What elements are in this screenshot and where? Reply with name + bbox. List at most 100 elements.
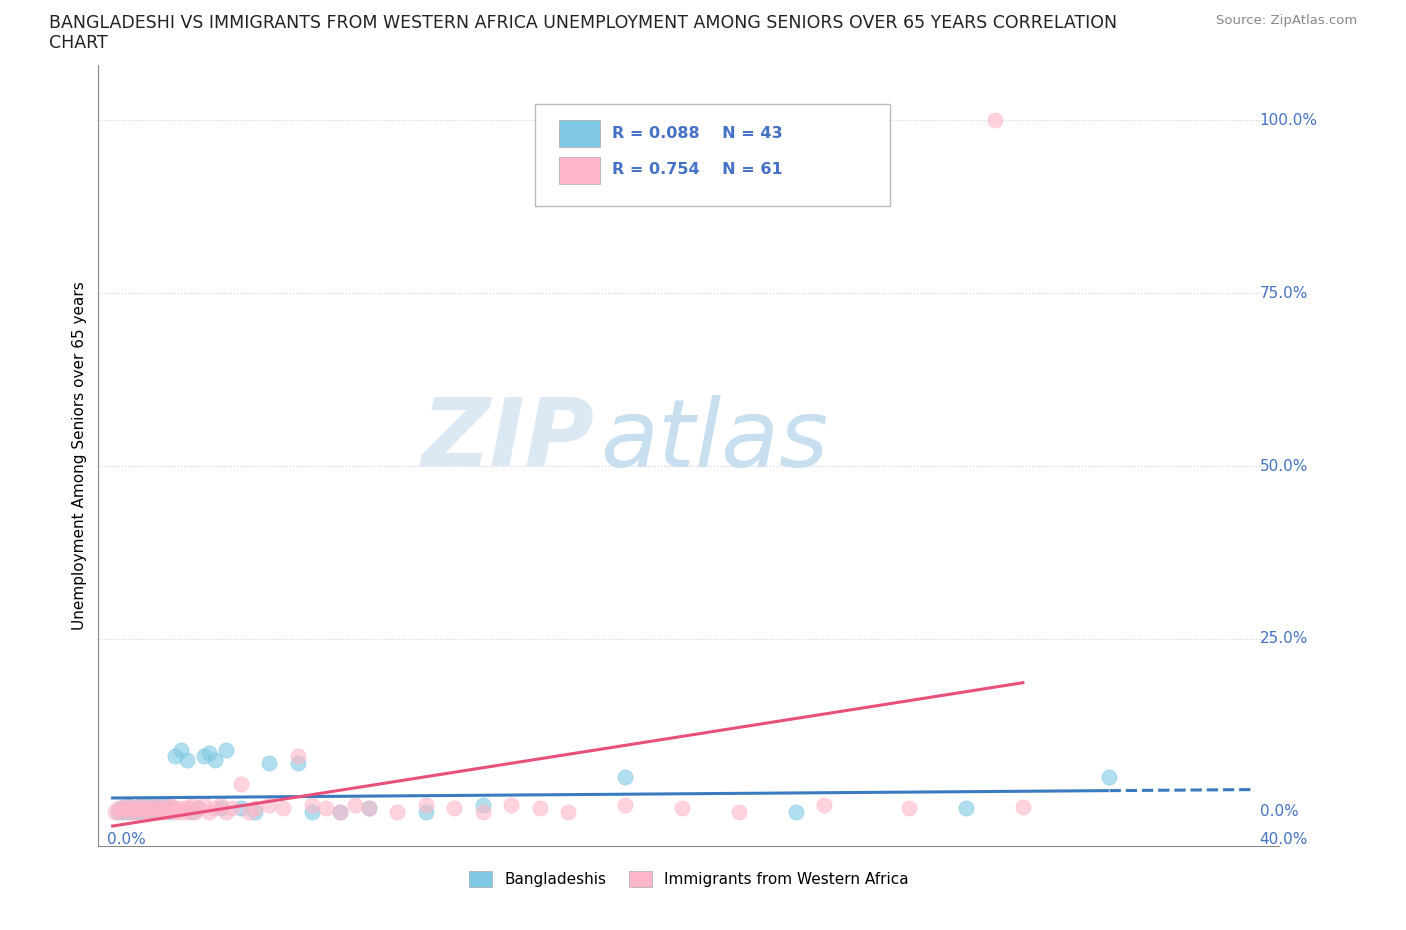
Point [529, 801, 551, 816]
Point [187, 801, 209, 816]
Point [129, 797, 152, 812]
Point [273, 801, 295, 816]
Point [112, 804, 135, 819]
Point [499, 797, 522, 812]
Point [1098, 770, 1121, 785]
Point [150, 801, 173, 816]
Point [141, 801, 163, 816]
Point [132, 804, 155, 819]
Point [159, 804, 181, 819]
Point [243, 801, 266, 816]
Point [187, 801, 209, 816]
Point [110, 804, 132, 819]
Point [104, 804, 127, 819]
Point [165, 804, 187, 819]
Text: R = 0.088    N = 43: R = 0.088 N = 43 [612, 126, 783, 140]
Point [557, 804, 579, 819]
Point [785, 804, 807, 819]
Point [124, 804, 146, 819]
Point [135, 804, 157, 819]
Point [112, 801, 135, 816]
Point [165, 749, 187, 764]
Point [955, 801, 977, 816]
Point [198, 804, 221, 819]
Point [138, 804, 160, 819]
Point [148, 801, 170, 816]
Point [287, 756, 309, 771]
Point [471, 804, 494, 819]
Point [127, 801, 149, 816]
Point [471, 797, 494, 812]
Point [204, 801, 226, 816]
Point [257, 756, 280, 771]
Point [162, 801, 184, 816]
Point [287, 749, 309, 764]
Point [984, 113, 1007, 127]
Point [387, 804, 409, 819]
Point [613, 770, 636, 785]
Text: 40.0%: 40.0% [1260, 832, 1308, 847]
Point [443, 801, 465, 816]
Point [215, 742, 238, 757]
Text: 75.0%: 75.0% [1260, 286, 1308, 300]
Point [215, 804, 238, 819]
Point [159, 797, 181, 812]
FancyBboxPatch shape [560, 156, 600, 184]
Text: 50.0%: 50.0% [1260, 458, 1308, 473]
Point [127, 804, 149, 819]
Point [329, 804, 352, 819]
Point [176, 752, 198, 767]
Point [357, 801, 380, 816]
Point [107, 804, 129, 819]
Text: R = 0.754    N = 61: R = 0.754 N = 61 [612, 162, 783, 178]
Text: ZIP: ZIP [422, 394, 595, 486]
Point [329, 804, 352, 819]
Y-axis label: Unemployment Among Seniors over 65 years: Unemployment Among Seniors over 65 years [72, 281, 87, 631]
Text: Source: ZipAtlas.com: Source: ZipAtlas.com [1216, 14, 1357, 27]
Point [170, 742, 193, 757]
Point [193, 797, 215, 812]
Point [124, 804, 146, 819]
Point [343, 797, 366, 812]
Point [132, 801, 155, 816]
Point [209, 801, 232, 816]
Point [110, 801, 132, 816]
Point [118, 804, 141, 819]
Point [813, 797, 835, 812]
Point [415, 797, 437, 812]
Text: 100.0%: 100.0% [1260, 113, 1317, 128]
Text: atlas: atlas [600, 394, 828, 485]
Point [727, 804, 749, 819]
Point [301, 804, 323, 819]
Point [257, 797, 280, 812]
Point [176, 804, 198, 819]
Text: 25.0%: 25.0% [1260, 631, 1308, 646]
Point [301, 797, 323, 812]
Point [204, 752, 226, 767]
Point [221, 801, 243, 816]
FancyBboxPatch shape [536, 104, 890, 206]
Point [613, 797, 636, 812]
Point [153, 804, 176, 819]
Point [143, 804, 166, 819]
Point [181, 797, 204, 812]
Text: BANGLADESHI VS IMMIGRANTS FROM WESTERN AFRICA UNEMPLOYMENT AMONG SENIORS OVER 65: BANGLADESHI VS IMMIGRANTS FROM WESTERN A… [49, 14, 1118, 32]
FancyBboxPatch shape [560, 120, 600, 147]
Point [898, 801, 921, 816]
Point [181, 804, 204, 819]
Point [315, 801, 337, 816]
Point [156, 801, 179, 816]
Point [115, 797, 138, 812]
Point [143, 797, 166, 812]
Text: 0.0%: 0.0% [107, 832, 146, 847]
Point [243, 804, 266, 819]
Point [121, 801, 143, 816]
Point [209, 797, 232, 812]
Point [193, 749, 215, 764]
Point [107, 801, 129, 816]
Point [167, 801, 190, 816]
Point [162, 801, 184, 816]
Point [671, 801, 693, 816]
Point [357, 801, 380, 816]
Point [179, 801, 201, 816]
